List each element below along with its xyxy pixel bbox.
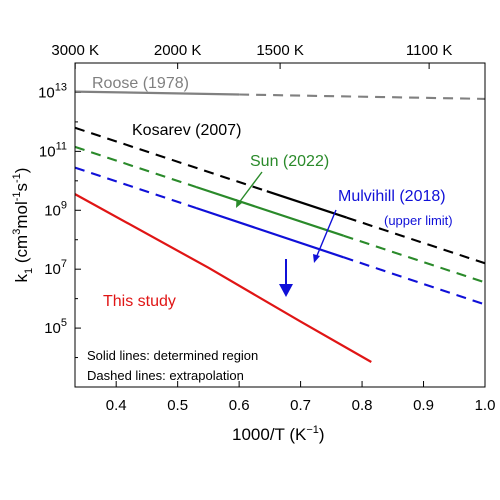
series-line-mulvihill-dashed — [343, 256, 486, 306]
x-tick-label: 0.9 — [413, 397, 434, 414]
series-line-this-study-solid — [74, 193, 372, 363]
plot-frame — [74, 62, 486, 388]
y-tick-label: 107 — [44, 258, 67, 278]
top-tick-label: 2000 K — [154, 42, 202, 59]
series-line-kosarev-solid — [266, 190, 348, 219]
x-tick-label: 0.5 — [167, 397, 188, 414]
note-solid-lines: Solid lines: determined region — [87, 348, 258, 363]
x-axis-ticks: 0.4 0.5 0.6 0.7 0.8 0.9 1.0 — [106, 381, 496, 414]
upper-limit-down-arrow — [279, 259, 293, 297]
series-label-kosarev: Kosarev (2007) — [132, 122, 241, 139]
y-axis-title: k1 (cm3mol-1s-1) — [11, 168, 35, 283]
x-tick-label: 0.6 — [229, 397, 250, 414]
y-tick-label: 1013 — [38, 81, 67, 101]
series-annotation-upper-limit: (upper limit) — [384, 213, 453, 228]
series-label-this-study: This study — [103, 293, 176, 310]
y-tick-label: 105 — [44, 317, 67, 337]
series-label-mulvihill: Mulvihill (2018) — [338, 188, 446, 205]
x-tick-label: 1.0 — [475, 397, 496, 414]
x-tick-label: 0.4 — [106, 397, 127, 414]
series-line-sun-dashed — [74, 145, 197, 188]
series-label-sun: Sun (2022) — [250, 153, 329, 170]
y-axis-ticks: 105 107 109 1011 1013 — [38, 62, 81, 388]
x-axis-title: 1000/T (K−1) — [232, 424, 325, 444]
top-tick-label: 1100 K — [406, 42, 452, 59]
series-label-roose: Roose (1978) — [92, 75, 189, 92]
y-tick-label: 109 — [44, 199, 67, 219]
series-line-kosarev-dashed — [346, 216, 486, 265]
leader-arrow-mulvihill — [313, 209, 337, 263]
series-line-sun-dashed — [343, 234, 486, 284]
top-tick-label: 1500 K — [256, 42, 304, 59]
y-tick-label: 1011 — [39, 140, 67, 160]
note-dashed-lines: Dashed lines: extrapolation — [87, 368, 244, 383]
top-axis-ticks: 3000 K 2000 K 1500 K 1100 K — [51, 42, 452, 69]
series-line-mulvihill-dashed — [74, 166, 197, 209]
top-tick-label: 3000 K — [51, 42, 99, 59]
series-line-roose-solid — [74, 90, 240, 96]
series-line-sun-solid — [195, 185, 344, 237]
x-tick-label: 0.7 — [290, 397, 311, 414]
x-tick-label: 0.8 — [352, 397, 373, 414]
leader-arrow-sun — [236, 171, 263, 208]
series-line-roose-dashed — [239, 93, 486, 100]
